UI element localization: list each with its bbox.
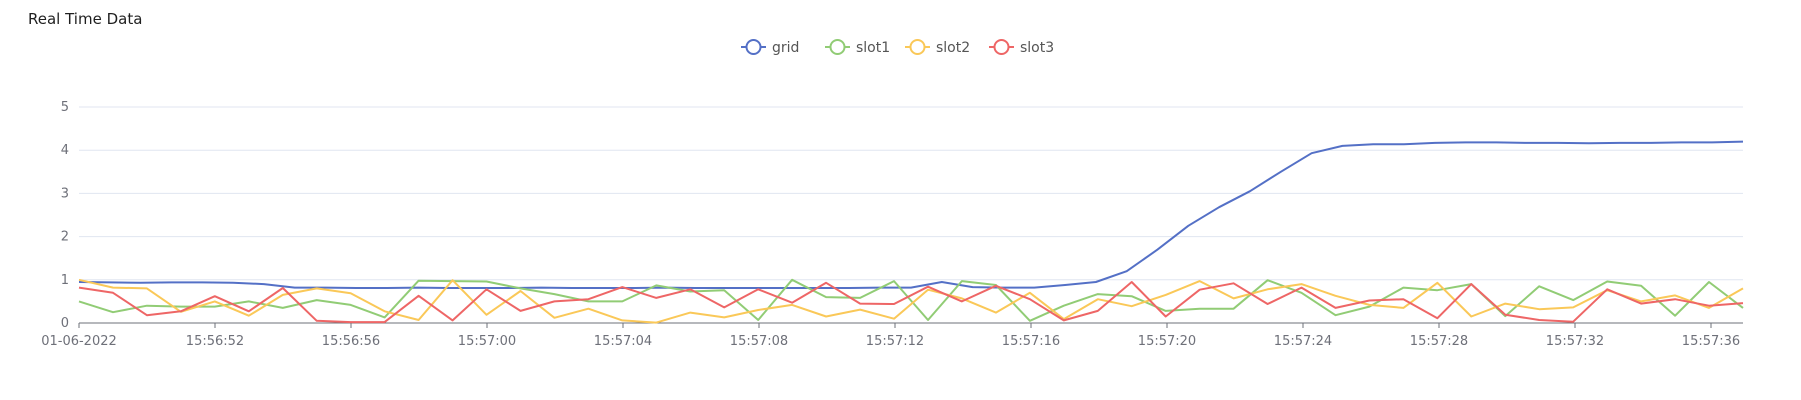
series-line-slot1: [78, 278, 1744, 322]
y-tick-label: 2: [61, 230, 69, 245]
x-tick-label: 15:56:52: [186, 334, 244, 349]
series-line-grid: [78, 140, 1744, 289]
y-tick-label: 4: [61, 143, 69, 158]
x-tick-label: 15:57:32: [1546, 334, 1604, 349]
y-tick-label: 3: [61, 186, 69, 201]
legend-label-slot2: slot2: [936, 40, 970, 56]
series-line-slot3: [78, 281, 1744, 324]
x-tick-label: 15:57:24: [1274, 334, 1332, 349]
chart-title: Real Time Data: [28, 10, 143, 28]
x-tick-label: 15:57:16: [1002, 334, 1060, 349]
x-tick-label: 15:57:20: [1138, 334, 1196, 349]
legend-label-grid: grid: [772, 40, 799, 56]
legend-marker-slot3: [993, 39, 1010, 55]
x-tick-label: 15:56:56: [322, 334, 380, 349]
y-tick-label: 5: [61, 100, 69, 115]
y-tick-label: 1: [61, 273, 69, 288]
legend-label-slot3: slot3: [1020, 40, 1054, 56]
legend-marker-grid: [745, 39, 762, 55]
x-tick-label: 15:57:28: [1410, 334, 1468, 349]
legend-label-slot1: slot1: [856, 40, 890, 56]
series-line-slot2: [78, 278, 1744, 324]
x-tick-label: 15:57:04: [594, 334, 652, 349]
x-tick-label: 15:57:08: [730, 334, 788, 349]
x-tick-label: 15:57:12: [866, 334, 924, 349]
legend-marker-slot1: [829, 39, 846, 55]
x-tick-label: 15:57:00: [458, 334, 516, 349]
x-tick-label: 01-06-2022: [41, 334, 117, 349]
x-tick-label: 15:57:36: [1682, 334, 1740, 349]
y-tick-label: 0: [61, 316, 69, 331]
legend-marker-slot2: [909, 39, 926, 55]
